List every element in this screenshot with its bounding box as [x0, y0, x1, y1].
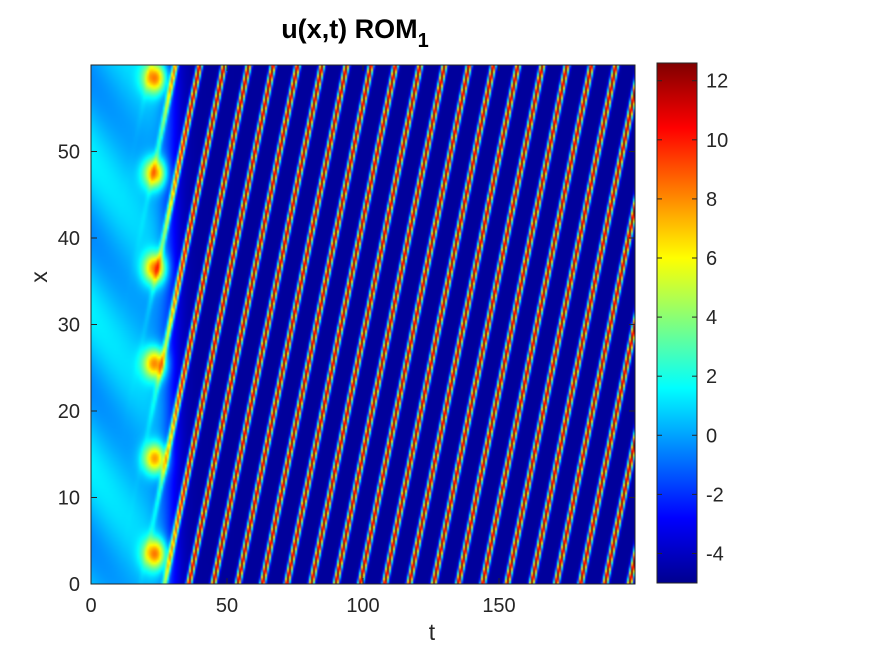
x-axis: 0 50 100 150 — [85, 65, 516, 617]
colorbar-tick-label: 2 — [706, 366, 717, 388]
x-tick-label: 150 — [482, 595, 515, 617]
x-axis-label: t — [429, 619, 436, 645]
x-tick-label: 50 — [216, 595, 238, 617]
y-axis-label: x — [26, 271, 52, 283]
y-tick-label: 40 — [58, 228, 80, 250]
y-tick-label: 50 — [58, 142, 80, 164]
colorbar-axis: -4 -2 0 2 4 6 8 10 12 — [657, 71, 728, 565]
x-tick-label: 100 — [346, 595, 379, 617]
colorbar-tick-label: 6 — [706, 248, 717, 270]
heatmap-field — [91, 65, 635, 584]
colorbar-tick-label: 10 — [706, 130, 728, 152]
y-axis: 0 10 20 30 40 50 — [58, 142, 635, 596]
colorbar — [656, 62, 698, 584]
y-tick-label: 20 — [58, 401, 80, 423]
y-tick-label: 10 — [58, 488, 80, 510]
chart-title: u(x,t) ROM1 — [281, 14, 429, 52]
colorbar-tick-label: 8 — [706, 189, 717, 211]
x-tick-label: 0 — [85, 595, 96, 617]
colorbar-tick-label: -4 — [706, 543, 724, 565]
y-tick-label: 0 — [69, 574, 80, 596]
y-tick-label: 30 — [58, 315, 80, 337]
colorbar-tick-label: 0 — [706, 425, 717, 447]
colorbar-tick-label: 4 — [706, 307, 717, 329]
colorbar-tick-label: 12 — [706, 71, 728, 93]
colorbar-tick-label: -2 — [706, 484, 724, 506]
